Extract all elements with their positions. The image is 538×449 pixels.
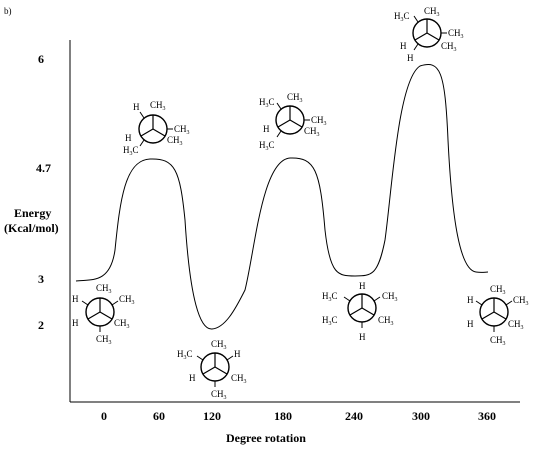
svg-text:CH3: CH3 bbox=[231, 373, 247, 385]
svg-text:CH3: CH3 bbox=[513, 295, 529, 307]
x-tick-360: 360 bbox=[478, 409, 496, 423]
svg-text:H: H bbox=[467, 319, 474, 329]
svg-text:CH3: CH3 bbox=[114, 318, 130, 330]
svg-text:CH3: CH3 bbox=[424, 6, 440, 18]
panel-label: b) bbox=[4, 6, 12, 16]
svg-text:H: H bbox=[72, 318, 79, 328]
svg-text:H: H bbox=[72, 294, 79, 304]
y-axis-label-line1: Energy bbox=[14, 206, 51, 220]
newman-conformer-60: CH3 H CH3 H CH3 H3C bbox=[123, 100, 190, 157]
svg-text:H3C: H3C bbox=[259, 97, 275, 109]
svg-text:H: H bbox=[189, 373, 196, 383]
newman-conformer-240: H H3C CH3 H3C CH3 H bbox=[322, 281, 398, 342]
y-tick-2: 2 bbox=[38, 318, 44, 332]
svg-text:H: H bbox=[359, 332, 366, 342]
svg-text:CH3: CH3 bbox=[382, 291, 398, 303]
y-tick-6: 6 bbox=[38, 52, 44, 66]
svg-text:H: H bbox=[125, 133, 132, 143]
svg-text:CH3: CH3 bbox=[150, 100, 166, 112]
svg-text:CH3: CH3 bbox=[490, 335, 506, 347]
svg-text:H3C: H3C bbox=[123, 145, 139, 157]
y-axis-label-line2: (Kcal/mol) bbox=[4, 221, 59, 235]
newman-conformer-0: CH3 H CH3 H CH3 CH3 bbox=[72, 283, 135, 346]
svg-text:H: H bbox=[234, 349, 241, 359]
svg-text:CH3: CH3 bbox=[490, 284, 506, 296]
svg-text:CH3: CH3 bbox=[96, 334, 112, 346]
x-tick-60: 60 bbox=[153, 409, 165, 423]
svg-text:CH3: CH3 bbox=[448, 28, 464, 40]
svg-text:H: H bbox=[263, 124, 270, 134]
energy-curve bbox=[75, 64, 489, 330]
x-axis-label: Degree rotation bbox=[226, 431, 306, 445]
newman-conformer-360: CH3 H CH3 H CH3 CH3 bbox=[467, 284, 529, 347]
svg-text:H: H bbox=[467, 295, 474, 305]
svg-text:CH3: CH3 bbox=[119, 294, 135, 306]
y-tick-4-7: 4.7 bbox=[36, 161, 51, 175]
svg-text:CH3: CH3 bbox=[378, 315, 394, 327]
newman-conformer-180: CH3 H3C CH3 H CH3 H3C bbox=[259, 92, 327, 152]
svg-text:CH3: CH3 bbox=[441, 41, 457, 53]
y-tick-3: 3 bbox=[38, 272, 44, 286]
svg-text:H: H bbox=[407, 53, 414, 63]
svg-text:CH3: CH3 bbox=[174, 124, 190, 136]
x-tick-300: 300 bbox=[412, 409, 430, 423]
newman-conformer-120: CH3 H3C H H CH3 CH3 bbox=[177, 339, 247, 401]
svg-text:CH3: CH3 bbox=[508, 319, 524, 331]
x-tick-180: 180 bbox=[274, 409, 292, 423]
svg-text:H3C: H3C bbox=[322, 315, 338, 327]
newman-conformer-300: CH3 H3C CH3 H CH3 H bbox=[394, 6, 464, 63]
svg-text:H: H bbox=[359, 281, 366, 291]
svg-text:H3C: H3C bbox=[394, 11, 410, 23]
svg-text:H3C: H3C bbox=[322, 291, 338, 303]
svg-text:CH3: CH3 bbox=[211, 339, 227, 351]
svg-text:CH3: CH3 bbox=[304, 126, 320, 138]
svg-text:H: H bbox=[400, 41, 407, 51]
svg-text:CH3: CH3 bbox=[211, 389, 227, 401]
svg-text:H: H bbox=[133, 102, 140, 112]
x-tick-240: 240 bbox=[345, 409, 363, 423]
conformer-0-label-top: CH3 bbox=[96, 283, 112, 295]
svg-text:H3C: H3C bbox=[259, 140, 275, 152]
svg-text:CH3: CH3 bbox=[311, 115, 327, 127]
x-tick-0: 0 bbox=[101, 409, 107, 423]
svg-text:CH3: CH3 bbox=[167, 135, 183, 147]
svg-text:H3C: H3C bbox=[177, 349, 193, 361]
svg-text:CH3: CH3 bbox=[287, 92, 303, 104]
x-tick-120: 120 bbox=[203, 409, 221, 423]
